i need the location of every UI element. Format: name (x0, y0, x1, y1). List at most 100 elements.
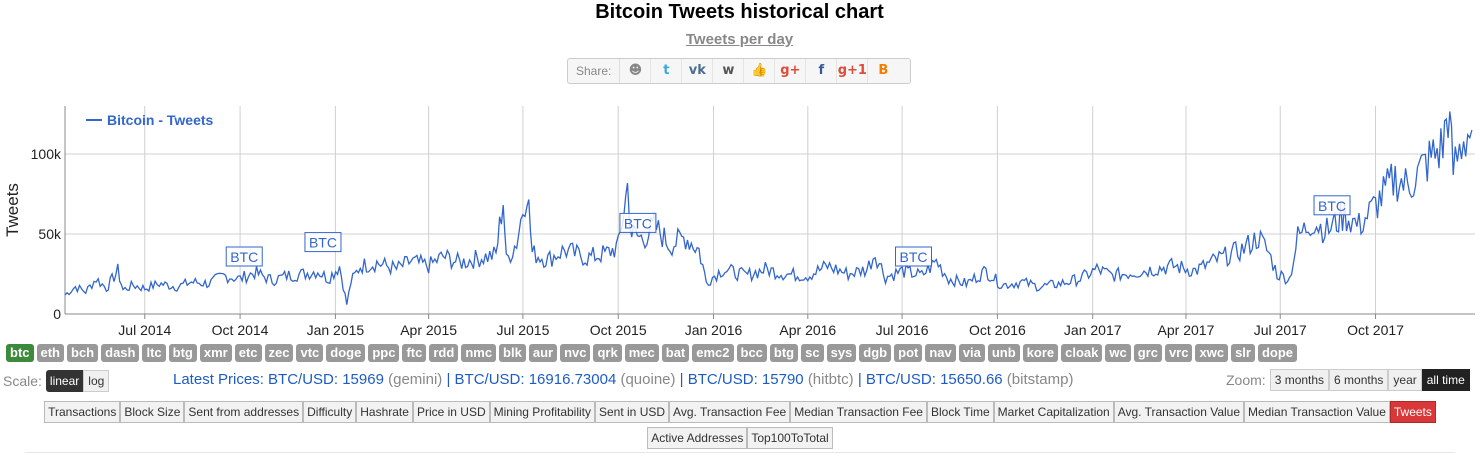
x-tick-label: Oct 2014 (212, 322, 269, 338)
currency-tag-bat[interactable]: bat (661, 344, 690, 362)
currency-tag-kore[interactable]: kore (1022, 344, 1059, 362)
metric-avg-transaction-fee-button[interactable]: Avg. Transaction Fee (669, 401, 791, 423)
x-tick-label: Jan 2016 (685, 322, 743, 338)
chart-subtitle[interactable]: Tweets per day (685, 31, 794, 48)
metric-mining-profitability-button[interactable]: Mining Profitability (489, 401, 595, 423)
x-tick-label: Apr 2016 (779, 322, 836, 338)
price-item: | BTC/USD: 15650.66 (bitstamp) (854, 371, 1074, 388)
twitter-icon[interactable]: t (651, 59, 683, 83)
vk-icon[interactable]: vk (682, 59, 714, 83)
currency-tag-rdd[interactable]: rdd (429, 344, 459, 362)
price-separator: | (675, 371, 688, 388)
scale-log-button[interactable]: log (83, 370, 110, 392)
zoom-label: Zoom: (1226, 372, 1266, 388)
weibo-icon[interactable]: w (713, 59, 745, 83)
metric-median-transaction-fee-button[interactable]: Median Transaction Fee (790, 401, 927, 423)
annotation-box (1313, 195, 1351, 216)
currency-tag-grc[interactable]: grc (1133, 344, 1162, 362)
google-plus-icon[interactable]: g+ (775, 59, 807, 83)
y-tick-label: 0 (53, 306, 61, 322)
currency-tag-mec[interactable]: mec (624, 344, 659, 362)
currency-tag-btg[interactable]: btg (168, 344, 197, 362)
blogger-icon[interactable]: B (878, 63, 889, 78)
zoom-all-time-button[interactable]: all time (1421, 369, 1470, 391)
metric-market-capitalization-button[interactable]: Market Capitalization (993, 401, 1114, 423)
share-bar: Share: ☻ t vk w 👍 g+ f g+1 B (567, 58, 911, 84)
legend-label: Bitcoin - Tweets (107, 112, 214, 128)
x-tick-label: Jan 2017 (1064, 322, 1122, 338)
currency-tag-eth[interactable]: eth (36, 344, 64, 362)
metric-block-size-button[interactable]: Block Size (120, 401, 185, 423)
currency-tag-vtc[interactable]: vtc (296, 344, 324, 362)
x-tick-label: Oct 2017 (1347, 322, 1404, 338)
currency-tag-xmr[interactable]: xmr (199, 344, 232, 362)
price-item: BTC/USD: 15969 (gemini) (268, 371, 442, 388)
currency-tag-slr[interactable]: slr (1231, 344, 1255, 362)
metric-avg-transaction-value-button[interactable]: Avg. Transaction Value (1113, 401, 1245, 423)
currency-tag-aur[interactable]: aur (528, 344, 558, 362)
currency-tag-dope[interactable]: dope (1257, 344, 1298, 362)
x-tick-label: Jul 2015 (496, 322, 549, 338)
metric-selector: Transactions Block Size Sent from addresse… (25, 401, 1455, 449)
scale-linear-button[interactable]: linear (45, 370, 84, 392)
metric-difficulty-button[interactable]: Difficulty (303, 401, 357, 423)
currency-tag-bch[interactable]: bch (67, 344, 99, 362)
google-plus-one-icon[interactable]: g+1 (837, 59, 869, 83)
currency-tag-pot[interactable]: pot (894, 344, 923, 362)
y-tick-label: 100k (31, 146, 62, 162)
currency-tag-wc[interactable]: wc (1105, 344, 1131, 362)
currency-tag-bcc[interactable]: bcc (736, 344, 767, 362)
currency-tag-sys[interactable]: sys (826, 344, 857, 362)
metric-block-time-button[interactable]: Block Time (926, 401, 994, 423)
price-source: (bitstamp) (1006, 371, 1074, 388)
currency-tag-dgb[interactable]: dgb (859, 344, 892, 362)
metric-top100tototal-button[interactable]: Top100ToTotal (747, 427, 833, 449)
zoom-6-months-button[interactable]: 6 months (1329, 369, 1389, 391)
metric-median-transaction-value-button[interactable]: Median Transaction Value (1244, 401, 1390, 423)
currency-tag-nvc[interactable]: nvc (560, 344, 591, 362)
divider (25, 452, 1455, 453)
currency-tag-via[interactable]: via (958, 344, 985, 362)
currency-tag-cloak[interactable]: cloak (1061, 344, 1103, 362)
metric-tweets-button[interactable]: Tweets (1389, 401, 1436, 423)
currency-tag-unb[interactable]: unb (987, 344, 1020, 362)
currency-tag-nav[interactable]: nav (925, 344, 956, 362)
currency-tag-etc[interactable]: etc (234, 344, 262, 362)
annotation-label: BTC (624, 215, 652, 231)
zoom-year-button[interactable]: year (1388, 369, 1422, 391)
price-item: | BTC/USD: 15790 (hitbtc) (676, 371, 854, 388)
currency-tag-dash[interactable]: dash (101, 344, 140, 362)
currency-tag-zec[interactable]: zec (264, 344, 294, 362)
annotation-label: BTC (230, 249, 258, 265)
currency-tag-ppc[interactable]: ppc (368, 344, 400, 362)
currency-tag-emc2[interactable]: emc2 (692, 344, 734, 362)
page-title: Bitcoin Tweets historical chart (595, 1, 884, 23)
currency-tag-doge[interactable]: doge (326, 344, 366, 362)
metric-active-addresses-button[interactable]: Active Addresses (647, 427, 748, 449)
price-source: (hitbtc) (807, 371, 854, 388)
currency-tag-vrc[interactable]: vrc (1164, 344, 1193, 362)
facebook-icon[interactable]: f (806, 59, 838, 83)
currency-tag-sc[interactable]: sc (801, 344, 824, 362)
currency-tag-nmc[interactable]: nmc (461, 344, 497, 362)
currency-tag-xwc[interactable]: xwc (1195, 344, 1229, 362)
metric-sent-in-usd-button[interactable]: Sent in USD (595, 401, 670, 423)
like-icon[interactable]: 👍 (744, 59, 776, 83)
currency-tag-btg[interactable]: btg (769, 344, 799, 362)
currency-tag-qrk[interactable]: qrk (593, 344, 622, 362)
currency-tag-ftc[interactable]: ftc (402, 344, 427, 362)
currency-tag-ltc[interactable]: ltc (142, 344, 166, 362)
currency-tag-blk[interactable]: blk (499, 344, 526, 362)
zoom-3-months-button[interactable]: 3 months (1269, 369, 1330, 391)
price-source: (gemini) (388, 371, 443, 388)
annotation-label: BTC (899, 249, 927, 265)
price-source: (quoine) (620, 371, 676, 388)
metric-hashrate-button[interactable]: Hashrate (356, 401, 413, 423)
price-pair: BTC/USD: 15790 (687, 371, 808, 388)
price-pair: BTC/USD: 16916.73004 (454, 371, 621, 388)
metric-transactions-button[interactable]: Transactions (44, 401, 121, 423)
metric-price-in-usd-button[interactable]: Price in USD (412, 401, 490, 423)
metric-sent-from-addresses-button[interactable]: Sent from addresses (184, 401, 304, 423)
currency-tag-btc[interactable]: btc (6, 344, 34, 362)
reddit-icon[interactable]: ☻ (620, 59, 652, 83)
